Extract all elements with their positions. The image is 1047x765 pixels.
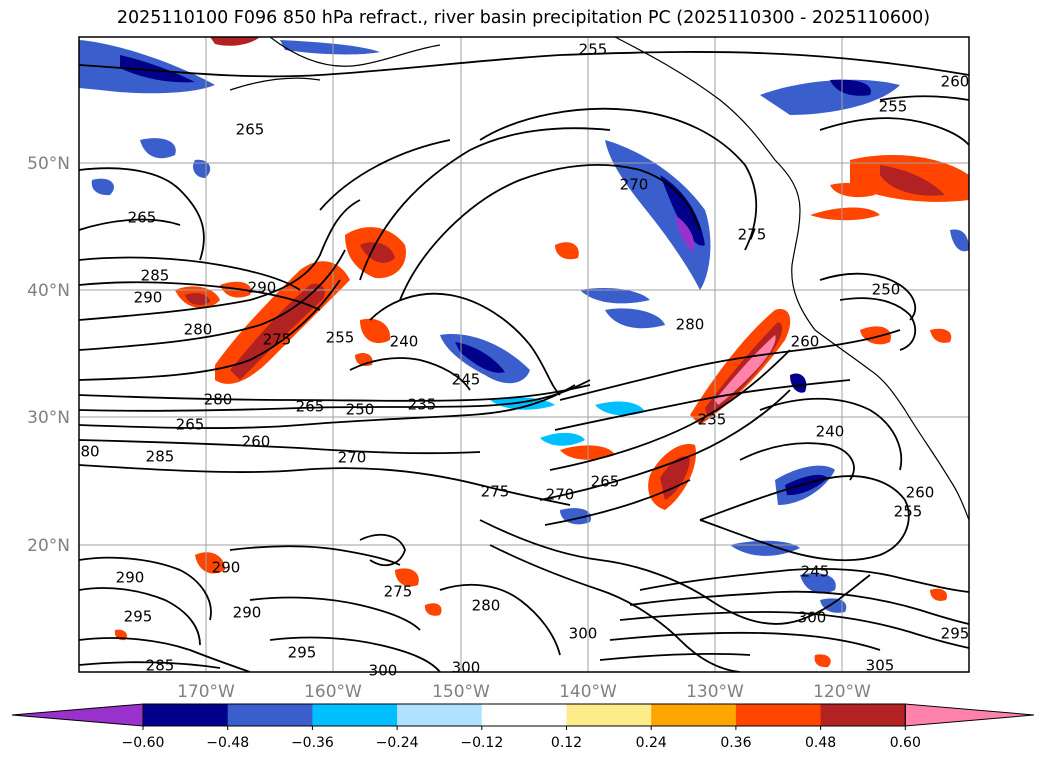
lat-label-20n: 20°N — [27, 536, 70, 556]
contour-label: 265 — [591, 473, 620, 491]
colorbar-tick-label: −0.12 — [460, 735, 503, 751]
colorbar — [11, 703, 1035, 727]
contour-label: 280 — [676, 316, 705, 334]
coastline — [229, 37, 969, 521]
contour-label: 255 — [326, 329, 355, 347]
contour-label: 290 — [233, 604, 262, 622]
contour-label: 245 — [452, 371, 481, 389]
contour-label: 265 — [236, 121, 265, 139]
contour-label: 250 — [346, 401, 375, 419]
contour-label: 270 — [338, 449, 367, 467]
contour-label: 290 — [116, 569, 145, 587]
contour-label: 280 — [184, 321, 213, 339]
colorbar-tick-label: 0.24 — [636, 735, 667, 751]
colorbar-tick-label: 0.12 — [551, 735, 582, 751]
contour-label: 290 — [134, 289, 163, 307]
contour-label: 300 — [569, 625, 598, 643]
colorbar-segment — [735, 704, 822, 726]
colorbar-segment — [397, 704, 483, 726]
contour-label: 255 — [579, 41, 608, 59]
colorbar-segment — [143, 704, 229, 726]
lon-label-160w: 160°W — [304, 682, 362, 702]
precipitation-shading — [79, 37, 969, 668]
contour-label: 240 — [390, 333, 419, 351]
colorbar-frame — [142, 703, 906, 727]
contour-label: 285 — [146, 448, 175, 466]
colorbar-segment — [651, 704, 737, 726]
contour-label: 295 — [288, 644, 317, 662]
contour-label: 265 — [176, 416, 205, 434]
contour-label: 300 — [452, 659, 481, 677]
colorbar-tick-label: −0.60 — [122, 735, 165, 751]
contour-label: 300 — [369, 662, 398, 680]
colorbar-extend-max — [904, 703, 1035, 727]
colorbar-segment — [566, 704, 652, 726]
colorbar-ticks: −0.60 −0.48 −0.36 −0.24 −0.12 0.12 0.24 0.36 0.4… — [122, 726, 921, 751]
lat-label-50n: 50°N — [27, 154, 70, 174]
contour-label: 270 — [620, 176, 649, 194]
contour-label: 235 — [698, 411, 727, 429]
lon-label-120w: 120°W — [813, 682, 871, 702]
contour-label: 275 — [263, 331, 292, 349]
colorbar-segment — [481, 704, 567, 726]
lat-label-30n: 30°N — [27, 408, 70, 428]
contour-label: 275 — [481, 483, 510, 501]
contour-label: 255 — [879, 98, 908, 116]
contour-label: 290 — [212, 559, 241, 577]
contour-label: 285 — [141, 267, 170, 285]
contour-label: 250 — [872, 281, 901, 299]
lon-label-150w: 150°W — [432, 682, 490, 702]
contour-label: 260 — [791, 333, 820, 351]
contour-label: 260 — [242, 433, 271, 451]
colorbar-tick-label: 0.48 — [805, 735, 836, 751]
contour-label: 275 — [738, 226, 767, 244]
lat-label-40n: 40°N — [27, 281, 70, 301]
colorbar-tick-label: 0.36 — [720, 735, 751, 751]
map-frame — [78, 36, 970, 673]
colorbar-tick-label: −0.24 — [376, 735, 419, 751]
contour-label: 285 — [146, 657, 175, 675]
contour-label: 270 — [546, 486, 575, 504]
contour-label: 305 — [866, 657, 895, 675]
colorbar-extend-min — [11, 703, 144, 727]
map-gridlines — [79, 37, 969, 672]
contour-label: 255 — [894, 503, 923, 521]
contour-label: 265 — [296, 398, 325, 416]
colorbar-tick-label: −0.48 — [206, 735, 249, 751]
contour-label: 295 — [941, 625, 970, 643]
colorbar-segment — [820, 704, 906, 726]
contour-label: 240 — [816, 423, 845, 441]
contour-label: 245 — [801, 563, 830, 581]
colorbar-segment — [227, 704, 313, 726]
colorbar-tick-label: 0.60 — [890, 735, 921, 751]
lon-label-140w: 140°W — [559, 682, 617, 702]
lon-label-170w: 170°W — [177, 682, 235, 702]
contour-label: 295 — [124, 608, 153, 626]
contour-label: 275 — [384, 583, 413, 601]
refractivity-contours — [79, 51, 969, 672]
chart-title: 2025110100 F096 850 hPa refract., river … — [116, 8, 931, 28]
contour-label: 260 — [906, 484, 935, 502]
lon-label-130w: 130°W — [686, 682, 744, 702]
contour-label: 290 — [248, 279, 277, 297]
contour-label: 265 — [128, 209, 157, 227]
contour-label: 260 — [941, 73, 970, 91]
colorbar-segment — [312, 704, 398, 726]
contour-label: 280 — [472, 597, 501, 615]
contour-label: 80 — [80, 443, 99, 461]
colorbar-tick-label: −0.36 — [291, 735, 334, 751]
contour-label: 235 — [408, 396, 437, 414]
contour-label: 280 — [204, 391, 233, 409]
contour-label: 300 — [798, 609, 827, 627]
